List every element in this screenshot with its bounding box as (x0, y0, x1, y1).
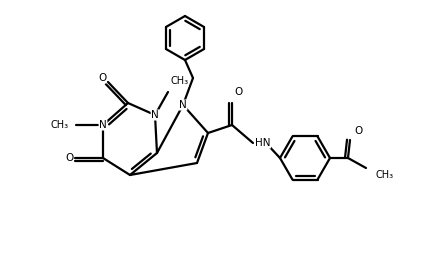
Text: O: O (65, 153, 73, 163)
Text: N: N (99, 120, 107, 130)
Text: N: N (179, 100, 187, 110)
Text: CH₃: CH₃ (51, 120, 69, 130)
Text: O: O (98, 73, 106, 83)
Text: N: N (151, 110, 159, 120)
Text: HN: HN (255, 138, 271, 148)
Text: CH₃: CH₃ (170, 76, 188, 86)
Text: CH₃: CH₃ (376, 170, 394, 180)
Text: O: O (354, 126, 362, 136)
Text: O: O (234, 87, 242, 97)
